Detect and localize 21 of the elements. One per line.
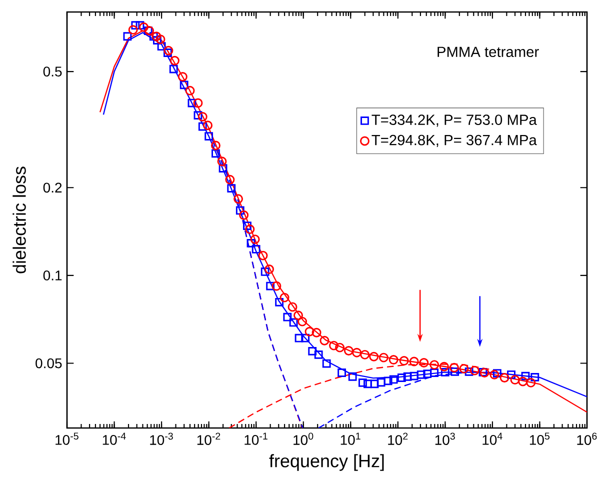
y-tick-label: 0.2	[43, 182, 62, 193]
x-tick-label: 10$^{-1}$	[244, 432, 268, 445]
x-tick-label: 10$^{-3}$	[150, 432, 173, 445]
y-tick-label: 0.05	[36, 358, 62, 368]
x-tick-label: 10$^{3}$	[435, 432, 455, 445]
x-axis-title: frequency [Hz]	[269, 454, 384, 471]
y-axis-title: dielectric loss	[12, 166, 26, 274]
legend-label: T=294.8K, P= 367.4 MPa	[372, 134, 537, 147]
x-tick-label: 10$^{-4}$	[102, 432, 126, 445]
annotation: PMMA tetramer	[438, 46, 539, 58]
x-tick-label: 10$^{6}$	[577, 432, 597, 445]
x-tick-label: 10$^{4}$	[482, 432, 502, 445]
legend-label: T=334.2K, P= 753.0 MPa	[372, 114, 537, 127]
x-tick-label: 10$^{0}$	[294, 432, 314, 445]
x-tick-label: 10$^{1}$	[340, 432, 360, 445]
x-tick-label: 10$^{-2}$	[197, 432, 220, 445]
y-tick-label: 0.1	[43, 270, 62, 280]
y-tick-label: 0.5	[43, 66, 62, 77]
x-tick-label: 10$^{-5}$	[56, 432, 78, 445]
x-tick-label: 10$^{2}$	[388, 432, 408, 445]
x-tick-label: 10$^{5}$	[530, 432, 550, 445]
